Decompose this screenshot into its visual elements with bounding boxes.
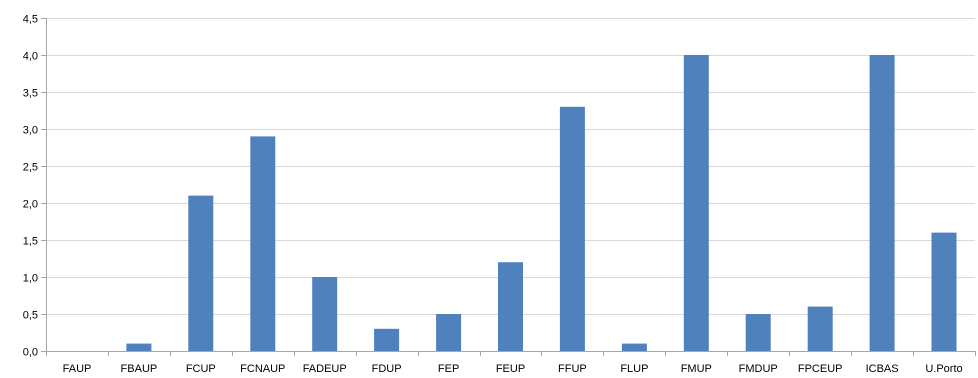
bar-fmup (683, 55, 709, 351)
x-tick-label: FCNAUP (240, 363, 285, 375)
x-tick-label: FEUP (496, 363, 525, 375)
bar-u-porto (931, 232, 957, 351)
x-tick-label: FPCEUP (798, 363, 843, 375)
y-tick-label: 4,5 (23, 14, 38, 26)
bar-fep (436, 314, 462, 351)
y-tick-label: 1,0 (23, 273, 38, 285)
bar-fadeup (312, 277, 338, 351)
bar-fcnaup (250, 136, 276, 351)
bar-icbas (869, 55, 895, 351)
y-axis-ticks: 0,0 0,5 1,0 1,5 2,0 2,5 3,0 3,5 4,0 4,5 (23, 14, 46, 359)
x-tick-label: FDUP (372, 363, 402, 375)
bar-fmdup (745, 314, 771, 351)
x-axis-ticks: FAUP FBAUP FCUP FCNAUP FADEUP FDUP FEP FEUP FFUP… (46, 351, 976, 375)
x-tick-label: U.Porto (925, 363, 962, 375)
axes (46, 18, 975, 352)
y-tick-label: 2,5 (23, 162, 38, 174)
bar-feup (498, 262, 523, 351)
bar-fpceup (807, 306, 833, 351)
x-tick-label: FAUP (63, 363, 92, 375)
y-tick-label: 0,5 (23, 310, 38, 322)
x-tick-label: FMUP (681, 363, 712, 375)
y-tick-label: 1,5 (23, 236, 38, 248)
y-tick-label: 0,0 (23, 347, 38, 359)
x-tick-label: ICBAS (866, 363, 899, 375)
bar-ffup (559, 106, 585, 351)
y-tick-label: 2,0 (23, 199, 38, 211)
y-tick-label: 3,5 (23, 88, 38, 100)
x-tick-label: FFUP (558, 363, 587, 375)
bar-fdup (374, 328, 400, 351)
bar-flup (621, 343, 647, 351)
y-tick-label: 4,0 (23, 51, 38, 63)
x-tick-label: FEP (438, 363, 459, 375)
x-tick-label: FMDUP (739, 363, 778, 375)
x-tick-label: FADEUP (303, 363, 347, 375)
bars (126, 55, 957, 351)
x-tick-label: FBAUP (121, 363, 158, 375)
x-tick-label: FCUP (186, 363, 216, 375)
bar-fbaup (126, 343, 152, 351)
y-tick-label: 3,0 (23, 125, 38, 137)
bar-fcup (188, 195, 214, 351)
x-tick-label: FLUP (620, 363, 648, 375)
